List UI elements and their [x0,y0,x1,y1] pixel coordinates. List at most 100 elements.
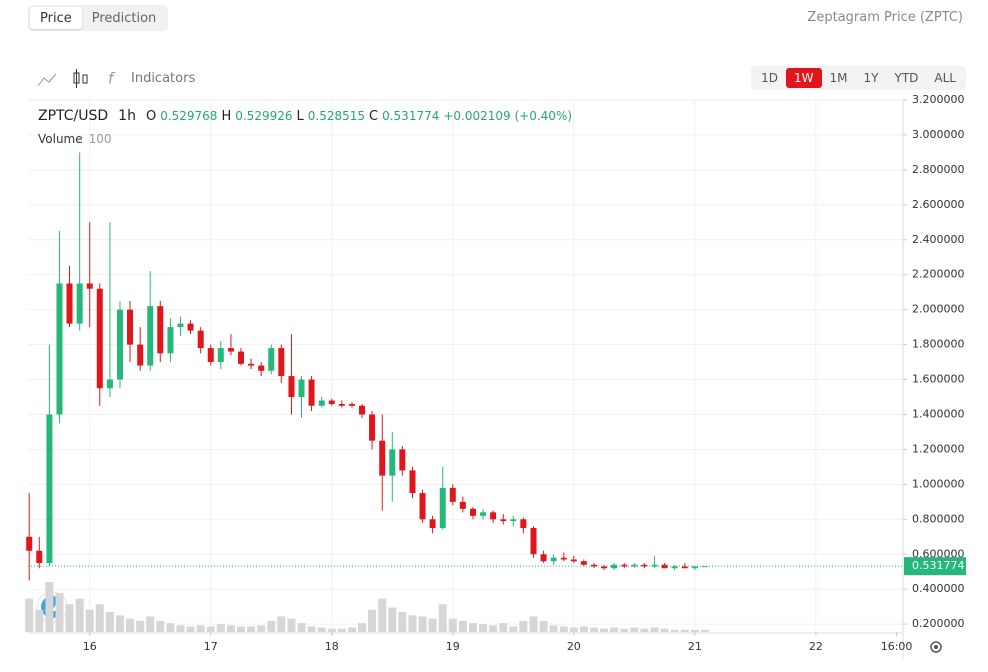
range-selector: 1D 1W 1M 1Y YTD ALL [751,66,966,90]
settings-icon[interactable] [930,641,942,653]
y-tick-label: 2.800000 [912,163,965,176]
range-button[interactable]: ALL [934,71,956,85]
candle-body [278,348,285,377]
page-title: Zeptagram Price (ZPTC) [807,10,963,25]
volume-bar [559,626,568,632]
y-tick-label: 2.200000 [912,268,965,281]
candle-body [510,519,517,522]
y-tick-label: 1.000000 [912,477,965,490]
volume-bar [499,623,508,632]
candle-body [177,323,184,328]
candle-body [621,564,628,567]
volume-bar [590,627,599,632]
volume-bar [700,629,709,632]
candle-body [116,309,123,380]
chart-style-icons[interactable]: f [37,69,116,88]
candle-body [671,566,678,569]
volume-bar [247,626,256,632]
volume-bar [579,626,588,632]
x-tick-label: 18 [325,640,339,653]
range-button[interactable]: 1Y [863,71,879,85]
volume-bar [297,623,306,632]
tab[interactable]: Prediction [91,11,157,26]
indicators-button[interactable]: Indicators [131,71,196,86]
candle-body [207,348,214,363]
candle-body [187,323,194,331]
last-price-box [904,557,966,576]
y-tick-label: 1.800000 [912,338,965,351]
volume-label: Volume [38,132,83,146]
candle-body [580,561,587,565]
volume-bar [25,598,34,632]
candle-body [550,557,557,562]
volume-length: 100 [88,132,112,146]
volume-bar [166,623,175,632]
candle-body [419,493,426,520]
candle-body [76,283,83,324]
volume-bar [368,609,377,632]
symbol: ZPTC/USD [38,108,109,124]
candle-body [651,564,658,567]
volume-bar [620,628,629,632]
volume-bar [216,624,225,632]
range-button[interactable]: 1W [786,68,822,88]
volume-bar [630,627,639,632]
candle-body [86,283,93,289]
volume-bar [529,616,538,632]
volume-bar [317,627,326,632]
candle-body [167,327,174,354]
candle-body [490,512,497,520]
volume-bar [226,625,235,632]
volume-bar [347,627,356,632]
range-button[interactable]: YTD [894,71,919,85]
volume-bar [146,616,155,632]
candle-body [288,376,295,398]
y-tick-label: 2.600000 [912,198,965,211]
volume-bar [438,604,447,632]
volume-bar [267,620,276,632]
candle-body [480,512,487,516]
ohlc-value: 0.529926 [235,109,293,123]
candle-body [379,440,386,476]
volume-bar [115,615,124,632]
candle-body [36,550,43,563]
candle-body [338,404,345,406]
x-tick-label: 17 [204,640,218,653]
candle-body [389,449,396,476]
y-tick-label: 2.400000 [912,233,965,246]
volume-bar [75,598,84,632]
volume-bar [35,609,44,632]
candle-body [540,554,547,562]
interval: 1h [118,108,136,124]
volume-bar [670,629,679,632]
candle-body [691,566,698,569]
volume-bar [105,612,114,632]
volume-bar [257,625,266,632]
x-tick-label: 16:00 [881,640,913,653]
volume-bar [569,627,578,632]
ohlc-value: 0.529768 [160,109,218,123]
candle-body [449,487,456,502]
candle-body [318,400,325,406]
candle-body [601,566,608,569]
candle-body [500,519,507,522]
volume-bar [458,620,467,632]
volume-bar [156,620,165,632]
volume-bar [479,624,488,632]
volume-bar [206,626,215,632]
candle-body [56,283,63,415]
y-tick-label: 3.200000 [912,93,965,106]
range-button[interactable]: 1D [761,71,779,85]
candle-body [328,400,335,404]
candle-body [26,536,33,551]
candle-body [217,348,224,363]
x-tick-label: 21 [688,640,702,653]
volume-bar [176,625,185,632]
candle-body [238,351,245,364]
volume-bar [509,626,518,632]
tab[interactable]: Price [30,7,82,29]
candle-body [248,363,255,366]
volume-bar [337,628,346,632]
range-button[interactable]: 1M [829,71,848,85]
